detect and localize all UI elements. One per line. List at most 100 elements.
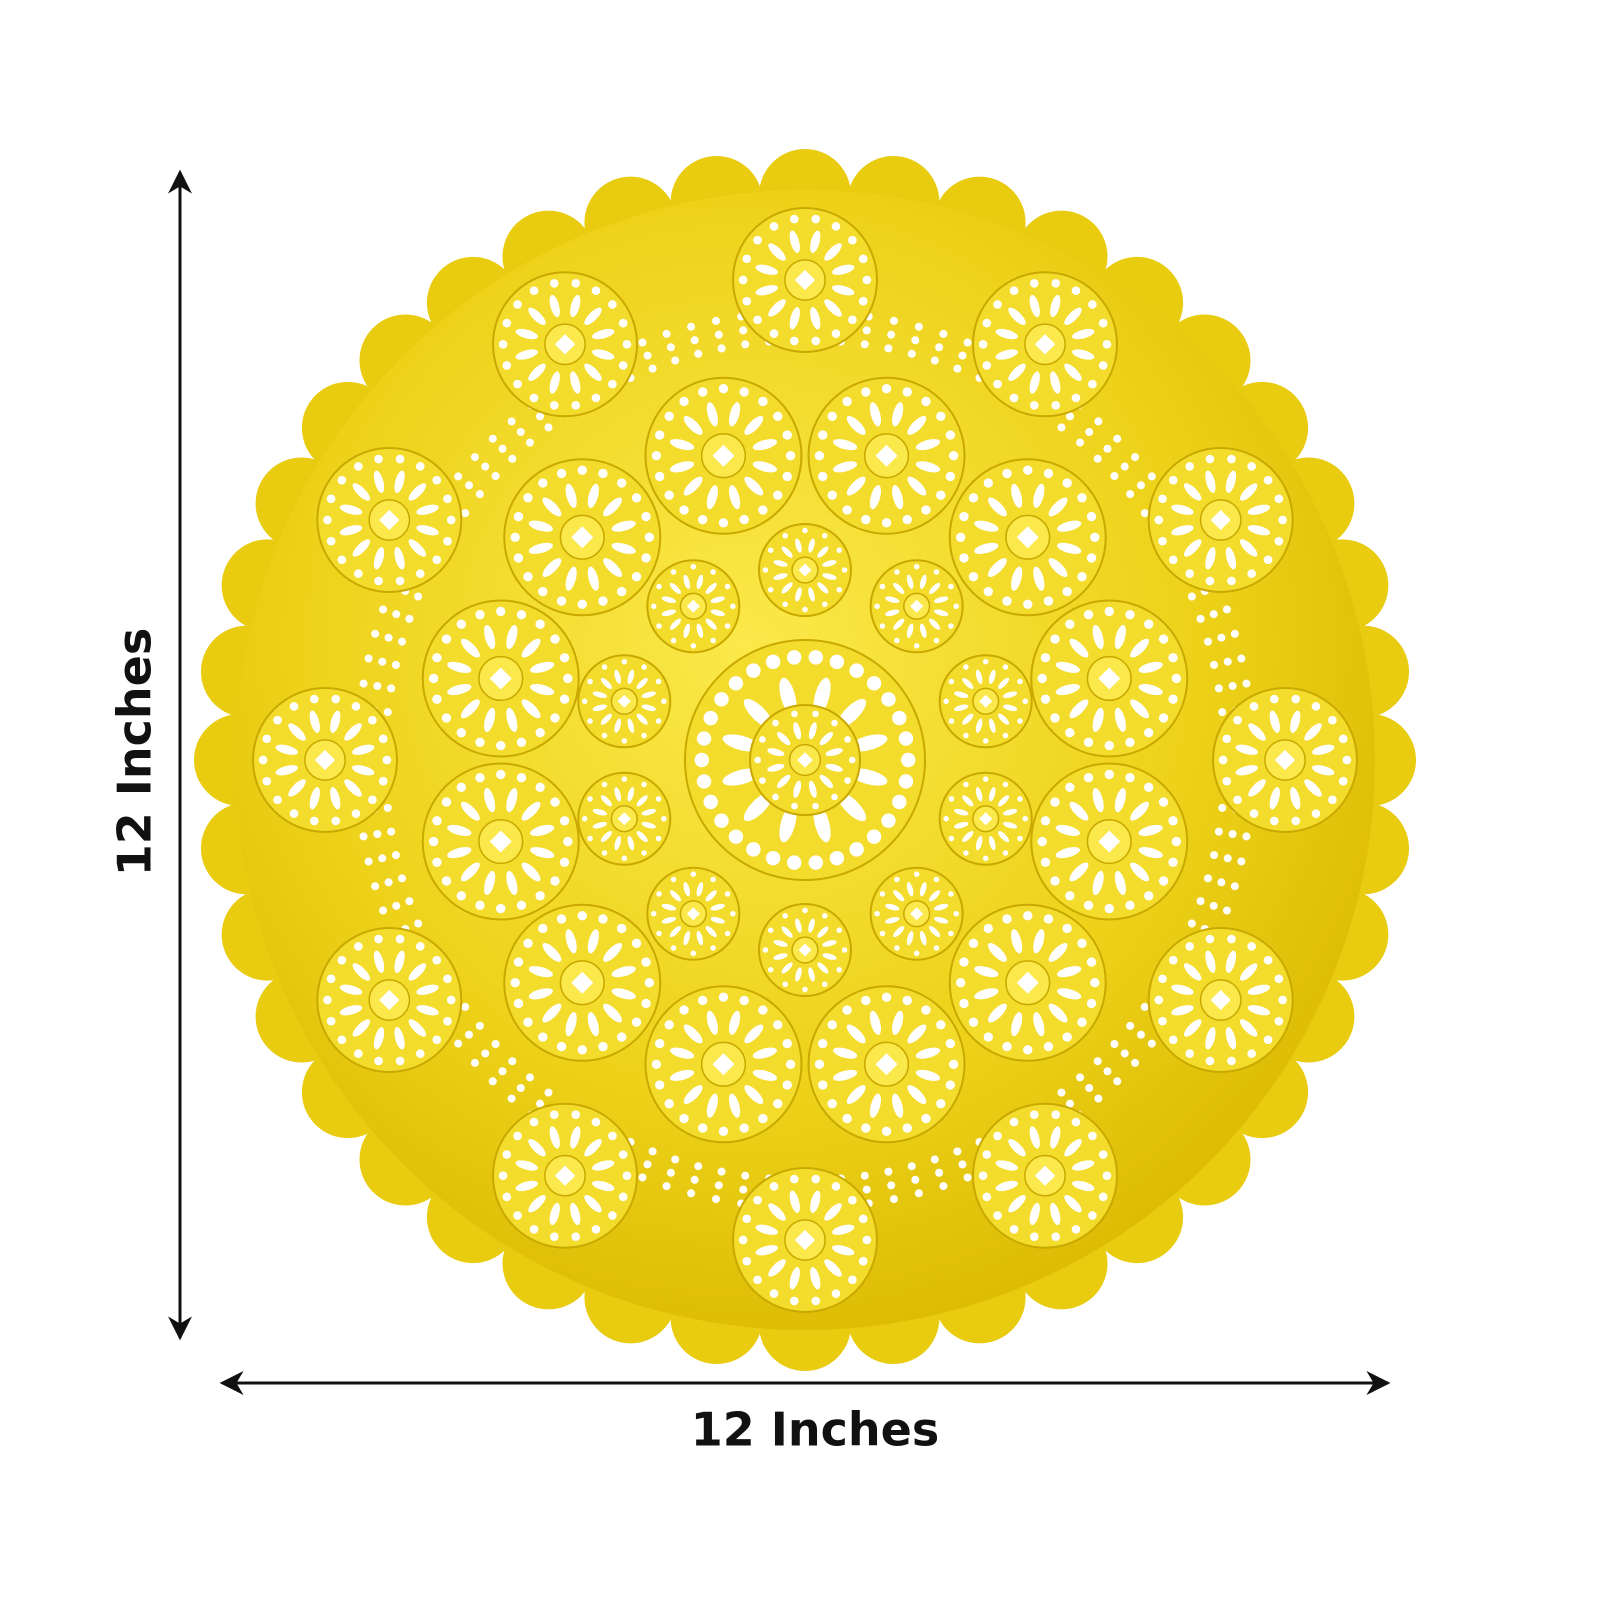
lace-hole — [510, 978, 520, 988]
petal-hole — [1057, 988, 1082, 1000]
lace-hole — [1086, 553, 1097, 563]
lace-hole — [1098, 361, 1108, 370]
petal-hole — [275, 765, 298, 776]
lace-hole — [1017, 835, 1023, 842]
lace-dot — [371, 882, 380, 891]
petal-hole — [781, 926, 793, 938]
lace-hole — [836, 587, 843, 593]
petal-hole — [683, 931, 691, 946]
lace-dot — [1237, 654, 1246, 663]
lace-hole — [769, 1289, 779, 1298]
lace-hole — [523, 1017, 533, 1027]
lace-hole — [982, 318, 992, 328]
lace-hole — [945, 1038, 956, 1049]
lace-hole — [728, 829, 744, 844]
lace-hole — [968, 493, 979, 503]
lace-hole — [728, 676, 744, 691]
lace-hole — [1009, 1117, 1019, 1127]
lace-hole — [1077, 938, 1087, 948]
petal-hole — [669, 461, 695, 473]
petal-hole — [528, 988, 553, 1000]
lace-dot — [690, 1175, 699, 1184]
lace-hole — [827, 1020, 837, 1030]
lace-dot — [862, 1185, 871, 1194]
lace-hole — [571, 279, 581, 288]
lace-dot — [694, 1162, 703, 1171]
lace-dot — [953, 1147, 962, 1156]
lace-dot — [1228, 681, 1237, 690]
lace-dot — [1210, 660, 1219, 669]
petal-hole — [1092, 870, 1104, 896]
lace-hole — [556, 468, 567, 479]
petal-hole — [1050, 1202, 1061, 1226]
petal-hole — [1050, 294, 1061, 318]
lace-hole — [1050, 876, 1060, 886]
petal-hole — [288, 723, 306, 741]
lace-hole — [1125, 773, 1135, 783]
lace-hole — [808, 650, 823, 665]
lace-hole — [337, 955, 347, 965]
lace-hole — [1154, 515, 1164, 525]
petal-hole — [408, 539, 427, 557]
lace-hole — [273, 715, 282, 725]
petal-hole — [515, 1180, 538, 1192]
lace-hole — [598, 1041, 608, 1052]
lace-hole — [1017, 718, 1023, 724]
lace-hole — [894, 569, 900, 575]
lace-hole — [948, 583, 954, 590]
lace-hole — [1263, 555, 1273, 565]
lace-hole — [879, 623, 886, 629]
petal-hole — [661, 916, 677, 924]
lace-hole — [1278, 515, 1287, 525]
lace-hole — [1168, 653, 1178, 663]
petal-hole — [907, 1085, 927, 1105]
lace-hole — [502, 318, 512, 328]
petal-hole — [767, 763, 785, 772]
lace-hole — [549, 1110, 559, 1120]
lace-hole — [1233, 795, 1242, 805]
lace-dot — [387, 827, 396, 836]
lace-hole — [948, 891, 954, 897]
lace-hole — [948, 930, 954, 937]
lace-dot — [887, 330, 896, 339]
lace-dot — [508, 1057, 517, 1066]
petal-hole — [587, 929, 599, 954]
petal-hole — [869, 1093, 881, 1118]
lace-hole — [1062, 478, 1072, 488]
lace-hole — [1104, 903, 1114, 914]
lace-hole — [753, 315, 762, 325]
lace-dot — [930, 1155, 939, 1164]
lace-hole — [1249, 702, 1259, 711]
lace-dot — [648, 1147, 657, 1156]
petal-hole — [988, 836, 996, 851]
lace-hole — [848, 235, 857, 245]
petal-hole — [696, 882, 704, 897]
lace-hole — [982, 361, 992, 370]
lace-hole — [378, 776, 388, 786]
lace-hole — [631, 493, 642, 503]
lace-hole — [581, 815, 588, 822]
petal-hole — [710, 916, 725, 924]
lace-hole — [1088, 1211, 1097, 1220]
lace-hole — [456, 891, 466, 901]
lace-hole — [1065, 782, 1075, 792]
petal-hole — [416, 1005, 439, 1016]
lace-hole — [818, 1038, 828, 1049]
petal-hole — [915, 439, 941, 451]
lace-hole — [913, 563, 920, 570]
lace-hole — [874, 603, 880, 610]
petal-hole — [587, 1012, 599, 1037]
petal-hole — [998, 677, 1010, 689]
lace-hole — [943, 698, 949, 705]
petal-hole — [592, 1180, 615, 1192]
lace-hole — [571, 400, 581, 410]
lace-hole — [993, 300, 1002, 309]
lace-hole — [664, 490, 674, 500]
lace-dot — [1147, 1039, 1156, 1048]
petal-hole — [521, 862, 541, 882]
lace-hole — [538, 478, 548, 488]
petal-hole — [636, 795, 648, 807]
lace-hole — [432, 475, 442, 485]
petal-hole — [1029, 371, 1040, 394]
petal-hole — [570, 371, 581, 394]
